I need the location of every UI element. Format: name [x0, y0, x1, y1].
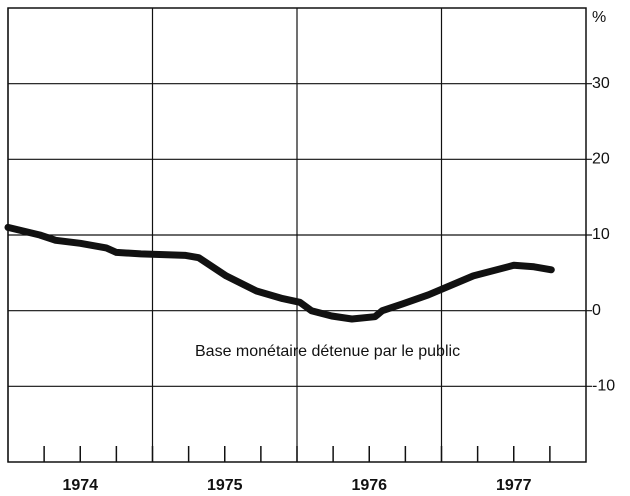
y-tick-label: -10 [592, 378, 615, 395]
annotation: Base monétaire détenue par le public [195, 343, 460, 360]
y-tick-label: 20 [592, 151, 610, 168]
x-tick-label: 1976 [351, 477, 387, 494]
y-unit: % [592, 9, 606, 26]
x-tick-label: 1975 [207, 477, 243, 494]
y-tick-label: 10 [592, 226, 610, 243]
x-tick-label: 1977 [496, 477, 532, 494]
series-line [4, 223, 555, 323]
y-tick-label: 0 [592, 302, 601, 319]
x-tick-label: 1974 [62, 477, 98, 494]
y-tick-label: 30 [592, 75, 610, 92]
